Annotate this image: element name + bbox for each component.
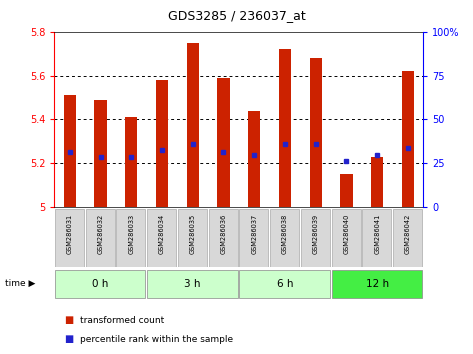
FancyBboxPatch shape <box>270 209 299 267</box>
Bar <box>156 80 168 207</box>
Text: percentile rank within the sample: percentile rank within the sample <box>80 335 234 344</box>
FancyBboxPatch shape <box>209 209 237 267</box>
Bar <box>402 71 414 207</box>
Text: 6 h: 6 h <box>277 279 293 289</box>
Text: transformed count: transformed count <box>80 316 165 325</box>
FancyBboxPatch shape <box>147 269 237 298</box>
Text: GSM286042: GSM286042 <box>405 213 411 254</box>
Text: ■: ■ <box>64 315 73 325</box>
Bar <box>341 174 353 207</box>
FancyBboxPatch shape <box>332 269 422 298</box>
Bar <box>63 95 76 207</box>
FancyBboxPatch shape <box>301 209 330 267</box>
Text: GSM286041: GSM286041 <box>374 213 380 254</box>
Bar <box>310 58 322 207</box>
Text: GSM286031: GSM286031 <box>67 213 73 254</box>
Text: GSM286036: GSM286036 <box>220 213 227 254</box>
FancyBboxPatch shape <box>86 209 114 267</box>
Text: GSM286038: GSM286038 <box>282 213 288 254</box>
FancyBboxPatch shape <box>239 269 330 298</box>
FancyBboxPatch shape <box>178 209 207 267</box>
Text: GSM286039: GSM286039 <box>313 213 319 254</box>
Text: GSM286037: GSM286037 <box>251 213 257 254</box>
Bar <box>248 111 261 207</box>
Bar <box>186 43 199 207</box>
Text: GSM286040: GSM286040 <box>343 213 350 254</box>
Text: GSM286033: GSM286033 <box>128 213 134 254</box>
Text: ■: ■ <box>64 334 73 344</box>
Text: GDS3285 / 236037_at: GDS3285 / 236037_at <box>167 9 306 22</box>
FancyBboxPatch shape <box>362 209 391 267</box>
FancyBboxPatch shape <box>116 209 145 267</box>
FancyBboxPatch shape <box>332 209 360 267</box>
Text: GSM286034: GSM286034 <box>159 213 165 254</box>
Bar <box>125 117 137 207</box>
Bar <box>371 157 383 207</box>
FancyBboxPatch shape <box>55 209 84 267</box>
Bar <box>218 78 230 207</box>
Text: time ▶: time ▶ <box>5 279 35 288</box>
Text: 0 h: 0 h <box>92 279 109 289</box>
Text: GSM286035: GSM286035 <box>190 213 196 254</box>
Text: 3 h: 3 h <box>184 279 201 289</box>
Bar <box>279 50 291 207</box>
FancyBboxPatch shape <box>55 269 145 298</box>
Text: 12 h: 12 h <box>366 279 389 289</box>
Bar <box>95 100 107 207</box>
FancyBboxPatch shape <box>147 209 176 267</box>
FancyBboxPatch shape <box>239 209 268 267</box>
FancyBboxPatch shape <box>393 209 422 267</box>
Text: GSM286032: GSM286032 <box>97 213 104 254</box>
